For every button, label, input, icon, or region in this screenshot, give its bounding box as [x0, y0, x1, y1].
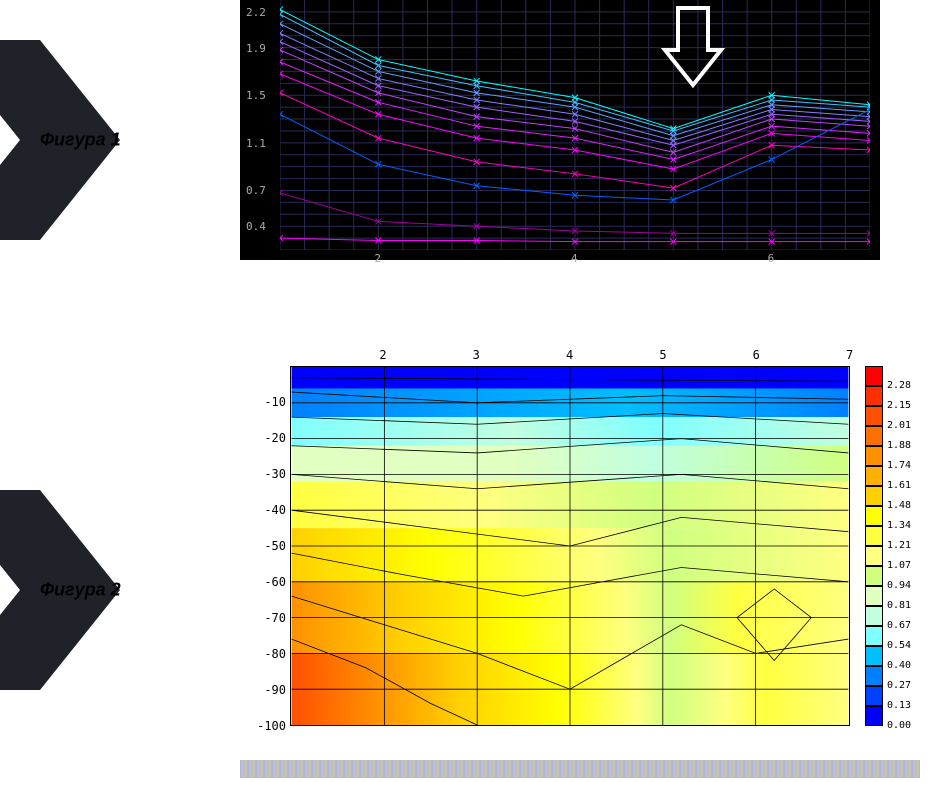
colorbar-label: 1.34 [887, 520, 911, 531]
colorbar-swatch [865, 526, 883, 546]
y-tick-label: 0.7 [246, 184, 266, 197]
y-tick-label: -50 [250, 539, 286, 553]
colorbar-swatch [865, 486, 883, 506]
colorbar-label: 1.21 [887, 540, 911, 551]
y-tick-label: -30 [250, 467, 286, 481]
x-tick-label: 6 [753, 348, 760, 362]
x-tick-label: 7 [846, 348, 853, 362]
colorbar-label: 1.48 [887, 500, 911, 511]
figure2-pointer: Фигура 2 [0, 490, 120, 690]
colorbar-swatch [865, 446, 883, 466]
y-tick-label: -20 [250, 431, 286, 445]
line-chart-svg [280, 0, 870, 250]
y-tick-label: 0.4 [246, 220, 266, 233]
y-tick-label: -80 [250, 647, 286, 661]
colorbar-label: 0.13 [887, 700, 911, 711]
x-tick-label: 5 [659, 348, 666, 362]
y-tick-label: -10 [250, 395, 286, 409]
colorbar-label: 0.27 [887, 680, 911, 691]
x-tick-label: 2 [379, 348, 386, 362]
heatmap-svg [291, 367, 849, 725]
colorbar-label: 2.15 [887, 400, 911, 411]
colorbar-label: 2.28 [887, 380, 911, 391]
colorbar-swatch [865, 666, 883, 686]
colorbar-swatch [865, 466, 883, 486]
colorbar-label: 1.07 [887, 560, 911, 571]
figure1-pointer: Фигура 1 [0, 40, 120, 240]
colorbar-label: 0.94 [887, 580, 911, 591]
colorbar-swatch [865, 686, 883, 706]
y-tick-label: 1.9 [246, 42, 266, 55]
noise-strip [240, 760, 920, 778]
colorbar-swatch [865, 646, 883, 666]
y-tick-label: -90 [250, 683, 286, 697]
x-tick-label: 6 [768, 252, 775, 265]
colorbar-label: 1.88 [887, 440, 911, 451]
colorbar-swatch [865, 506, 883, 526]
colorbar-swatch [865, 566, 883, 586]
y-tick-label: -100 [250, 719, 286, 733]
x-tick-label: 4 [566, 348, 573, 362]
y-tick-label: 1.1 [246, 137, 266, 150]
heatmap-plot [290, 366, 850, 726]
colorbar-label: 0.00 [887, 720, 911, 731]
colorbar-swatch [865, 626, 883, 646]
colorbar-swatch [865, 366, 883, 386]
colorbar-label: 0.67 [887, 620, 911, 631]
y-tick-label: 1.5 [246, 89, 266, 102]
figure1-chart: 0.40.71.11.51.92.2 246 [240, 0, 880, 260]
colorbar-label: 2.01 [887, 420, 911, 431]
figure1-label: Фигура 1 [40, 130, 121, 151]
y-tick-label: 2.2 [246, 6, 266, 19]
colorbar-swatch [865, 586, 883, 606]
colorbar-label: 1.61 [887, 480, 911, 491]
colorbar-label: 0.40 [887, 660, 911, 671]
y-tick-label: -60 [250, 575, 286, 589]
x-tick-label: 4 [571, 252, 578, 265]
colorbar-swatch [865, 406, 883, 426]
colorbar-swatch [865, 546, 883, 566]
colorbar-swatch [865, 706, 883, 726]
colorbar-label: 0.54 [887, 640, 911, 651]
x-tick-label: 2 [374, 252, 381, 265]
y-tick-label: -70 [250, 611, 286, 625]
colorbar-swatch [865, 426, 883, 446]
x-tick-label: 3 [473, 348, 480, 362]
colorbar: 0.000.130.270.400.540.670.810.941.071.21… [865, 366, 920, 726]
figure2-label: Фигура 2 [40, 580, 121, 601]
colorbar-swatch [865, 606, 883, 626]
colorbar-swatch [865, 386, 883, 406]
figure2-chart: -10 -20 -30 -40 -50 -60 -70 -80 -90 -100 2 3 4 5 6 7 0… [240, 348, 920, 733]
colorbar-label: 0.81 [887, 600, 911, 611]
y-tick-label: -40 [250, 503, 286, 517]
colorbar-label: 1.74 [887, 460, 911, 471]
